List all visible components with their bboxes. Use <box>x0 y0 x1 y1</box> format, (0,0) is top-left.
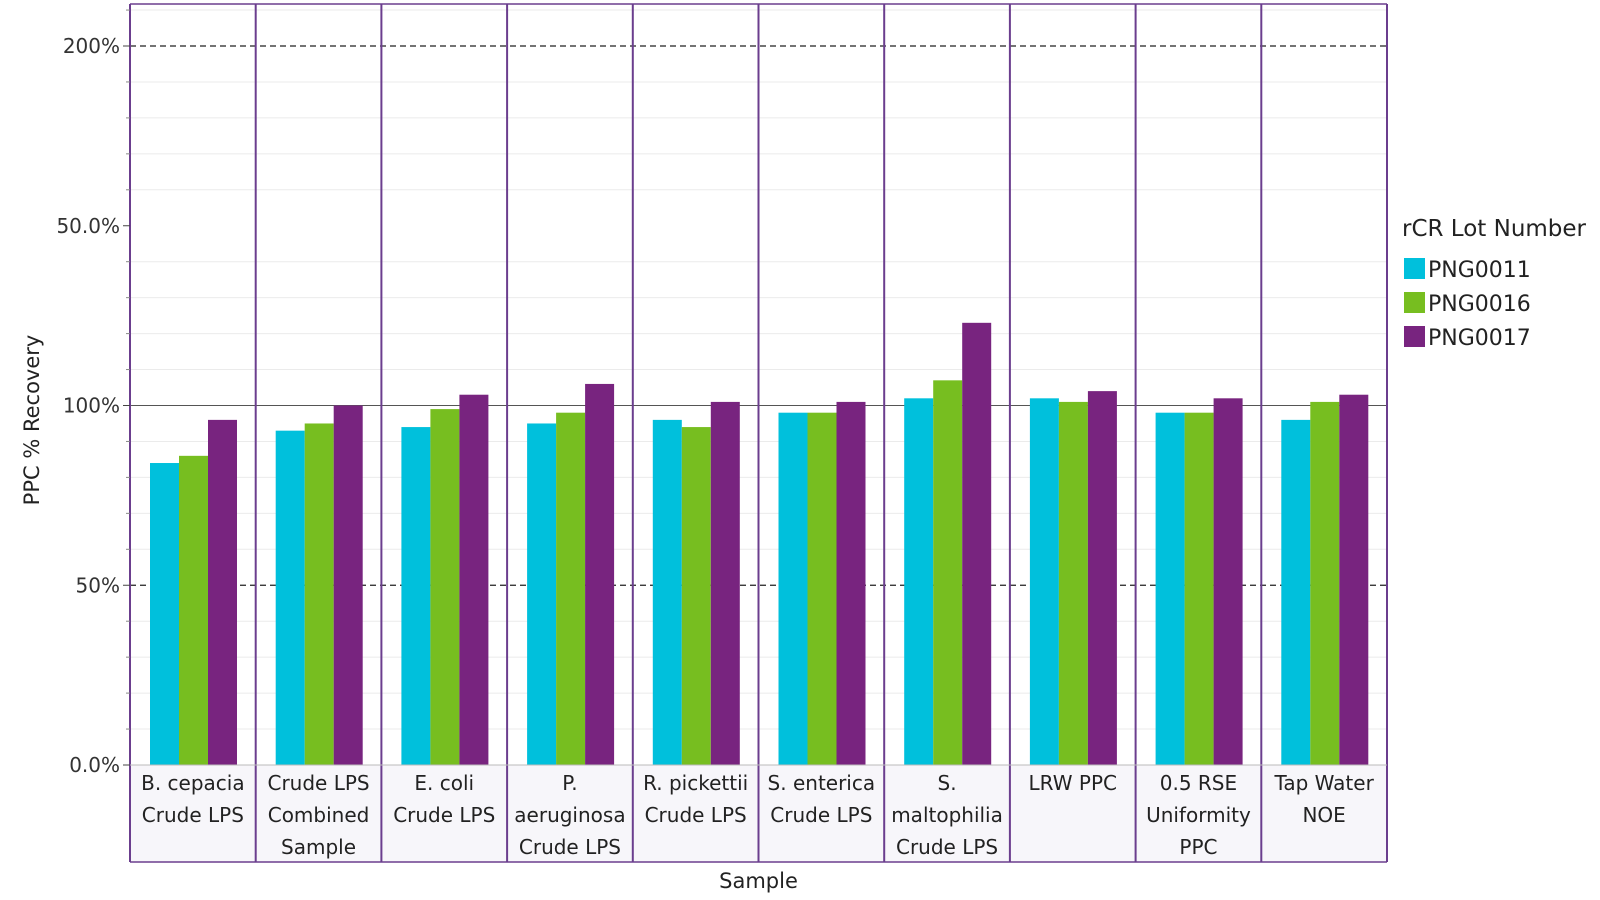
category-label-line: maltophilia <box>891 803 1003 827</box>
x-axis-title: Sample <box>719 869 798 893</box>
category-label-line: Tap Water <box>1273 771 1374 795</box>
category-label-cell <box>1261 765 1387 862</box>
bars <box>150 322 1369 765</box>
bar-png0011 <box>904 398 934 765</box>
y-axis-ticks: 0.0% 50% 100% 50.0% 200% <box>56 9 130 777</box>
category-label-cell <box>758 765 885 862</box>
bar-png0016 <box>1310 401 1340 765</box>
category-label-line: Crude LPS <box>645 803 747 827</box>
y-tick-label: 0.0% <box>69 753 120 777</box>
y-tick-label: 100% <box>63 394 120 418</box>
category-label: Crude LPS Combined Sample <box>267 771 369 859</box>
category-panels <box>129 3 1388 863</box>
bar-png0016 <box>179 455 208 765</box>
legend-swatch-png0017 <box>1404 326 1425 347</box>
bar-png0017 <box>585 383 615 765</box>
category-label-line: B. cepacia <box>141 771 245 795</box>
bar-png0016 <box>933 380 963 765</box>
category-label-line: Crude LPS <box>896 835 998 859</box>
category-label-line: Crude LPS <box>770 803 872 827</box>
category-label-cell <box>1009 765 1136 862</box>
legend-swatch-png0011 <box>1404 258 1425 279</box>
category-label-line: Sample <box>281 835 356 859</box>
category-label-line: Crude LPS <box>519 835 621 859</box>
bar-png0017 <box>208 419 237 765</box>
bar-png0016 <box>430 409 460 765</box>
bar-png0011 <box>652 419 682 765</box>
bar-png0016 <box>304 423 334 765</box>
category-label-cell <box>632 765 759 862</box>
category-label: LRW PPC <box>1029 771 1117 795</box>
bar-png0017 <box>1339 394 1369 765</box>
y-tick-label: 200% <box>63 34 120 58</box>
category-labels: B. cepacia Crude LPS Crude LPS Combined Samp… <box>141 771 1374 859</box>
bar-png0017 <box>333 405 363 765</box>
legend-label-png0017: PNG0017 <box>1428 326 1531 351</box>
category-label-line: PPC <box>1179 835 1217 859</box>
category-label-line: NOE <box>1302 803 1345 827</box>
category-label: E. coli Crude LPS <box>393 771 495 827</box>
y-tick-label: 50.0% <box>56 214 120 238</box>
bar-png0017 <box>1087 391 1117 765</box>
category-label-cell <box>255 765 382 862</box>
bar-png0016 <box>1184 412 1214 765</box>
bar-png0011 <box>527 423 557 765</box>
category-label-line: Crude LPS <box>393 803 495 827</box>
category-label: Tap Water NOE <box>1273 771 1374 827</box>
bar-png0017 <box>459 394 489 765</box>
category-label-line: LRW PPC <box>1029 771 1117 795</box>
bar-png0011 <box>1281 419 1311 765</box>
bar-png0011 <box>1029 398 1059 765</box>
category-label: B. cepacia Crude LPS <box>141 771 245 827</box>
bar-png0017 <box>1213 398 1243 765</box>
y-tick-label: 50% <box>76 573 120 597</box>
y-axis-title: PPC % Recovery <box>20 335 44 506</box>
category-label-line: R. pickettii <box>643 771 748 795</box>
category-label-line: P. <box>562 771 577 795</box>
category-label-line: 0.5 RSE <box>1160 771 1237 795</box>
bar-png0011 <box>401 427 431 765</box>
legend-label-png0016: PNG0016 <box>1428 292 1531 317</box>
category-label-cell <box>1135 765 1262 862</box>
bar-png0016 <box>681 427 711 765</box>
bar-png0016 <box>1058 401 1088 765</box>
legend: rCR Lot Number PNG0011 PNG0016 PNG0017 <box>1402 216 1587 351</box>
bar-png0017 <box>962 322 992 765</box>
bar-png0011 <box>150 463 179 765</box>
category-label: R. pickettii Crude LPS <box>643 771 748 827</box>
bar-png0017 <box>836 401 866 765</box>
category-label-line: aeruginosa <box>514 803 625 827</box>
category-label-line: Crude LPS <box>267 771 369 795</box>
category-label-line: Uniformity <box>1146 803 1251 827</box>
category-label-line: Combined <box>268 803 370 827</box>
bar-png0011 <box>275 430 305 765</box>
category-label: P. aeruginosa Crude LPS <box>514 771 625 859</box>
bar-png0016 <box>807 412 837 765</box>
category-label-line: S. <box>938 771 957 795</box>
bar-png0011 <box>1155 412 1185 765</box>
category-label-cell <box>884 765 1010 862</box>
category-label-cell <box>130 765 256 862</box>
bar-png0016 <box>556 412 586 765</box>
legend-title: rCR Lot Number <box>1402 216 1587 242</box>
category-label: 0.5 RSE Uniformity PPC <box>1146 771 1251 859</box>
category-label-line: E. coli <box>414 771 474 795</box>
category-label-line: Crude LPS <box>142 803 244 827</box>
legend-swatch-png0016 <box>1404 292 1425 313</box>
category-label: S. maltophilia Crude LPS <box>891 771 1003 859</box>
category-label-line: S. enterica <box>768 771 876 795</box>
bar-png0011 <box>778 412 808 765</box>
category-label: S. enterica Crude LPS <box>768 771 876 827</box>
category-label-cell <box>381 765 508 862</box>
bar-png0017 <box>710 401 740 765</box>
category-label-cell <box>507 765 633 862</box>
legend-label-png0011: PNG0011 <box>1428 258 1531 283</box>
